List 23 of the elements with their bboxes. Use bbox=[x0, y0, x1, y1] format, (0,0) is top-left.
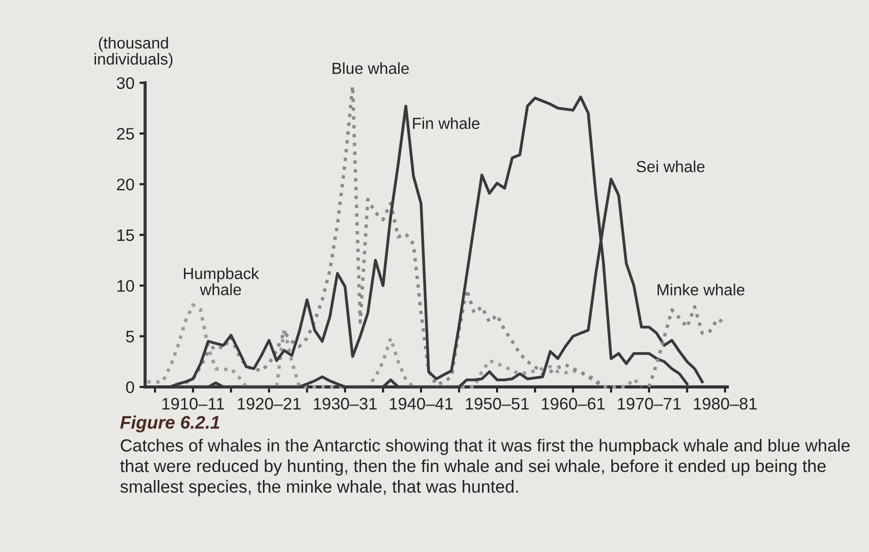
x-tick-label: 1950–51 bbox=[466, 398, 529, 410]
series-label: Humpback whale bbox=[184, 267, 260, 296]
text: Figure 6.2.1 bbox=[120, 416, 220, 432]
x-tick-label: 1940–41 bbox=[390, 398, 453, 410]
series-label: Minke whale bbox=[658, 284, 744, 296]
series-label: Sei whale bbox=[636, 160, 704, 172]
text: Catches of whales in the Antarctic showing that it was first the humpback whale and blue whale that were reduced by hunting, then the fin whale and sei whale, before it ended up being the smallest species, the minke whale, that was hunted. bbox=[120, 438, 850, 496]
x-tick-label: 1910–11 bbox=[162, 398, 224, 410]
x-tick-label: 1960–61 bbox=[542, 398, 605, 410]
y-tick-label: 0 bbox=[126, 381, 134, 394]
x-tick-label: 1970–71 bbox=[618, 398, 681, 410]
series-label: Fin whale bbox=[413, 117, 480, 130]
y-tick-label: 25 bbox=[117, 128, 134, 140]
x-tick-label: 1980–81 bbox=[694, 398, 757, 410]
x-tick-label: 1920–21 bbox=[238, 398, 301, 410]
y-tick-label: 5 bbox=[126, 330, 134, 342]
y-axis-title: (thousand individuals) bbox=[94, 36, 172, 68]
y-tick-label: 30 bbox=[116, 77, 134, 90]
series-label: Blue whale bbox=[332, 62, 409, 74]
y-tick-label: 20 bbox=[117, 178, 134, 190]
y-tick-label: 15 bbox=[117, 229, 134, 242]
y-tick-label: 10 bbox=[117, 280, 134, 292]
x-tick-label: 1930–31 bbox=[314, 398, 377, 410]
